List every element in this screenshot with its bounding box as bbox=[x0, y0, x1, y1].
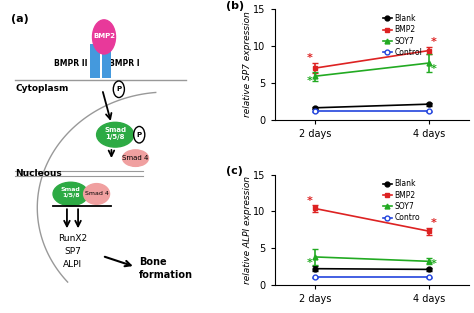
Ellipse shape bbox=[53, 182, 88, 206]
Text: (c): (c) bbox=[226, 166, 243, 176]
Text: *: * bbox=[307, 53, 313, 63]
Text: *: * bbox=[431, 37, 437, 47]
Text: Smad
1/5/8: Smad 1/5/8 bbox=[104, 127, 126, 140]
Text: BMPR I: BMPR I bbox=[109, 59, 140, 68]
Circle shape bbox=[113, 81, 124, 98]
Ellipse shape bbox=[83, 184, 109, 204]
Text: Bone
formation: Bone formation bbox=[139, 257, 193, 280]
Text: Smad 4: Smad 4 bbox=[85, 192, 109, 197]
Ellipse shape bbox=[123, 150, 148, 167]
Circle shape bbox=[92, 20, 116, 54]
Text: Smad
1/5/8: Smad 1/5/8 bbox=[61, 187, 81, 198]
Text: (a): (a) bbox=[11, 13, 29, 23]
Text: Smad 4: Smad 4 bbox=[122, 155, 149, 161]
FancyBboxPatch shape bbox=[101, 44, 111, 78]
Text: Cytoplasm: Cytoplasm bbox=[15, 84, 68, 93]
Text: P: P bbox=[116, 86, 121, 92]
Y-axis label: relative SP7 expression: relative SP7 expression bbox=[243, 12, 252, 117]
Text: *: * bbox=[431, 218, 437, 228]
Text: BMP2: BMP2 bbox=[93, 33, 115, 38]
Text: *: * bbox=[431, 259, 437, 269]
Text: P: P bbox=[137, 132, 142, 138]
FancyBboxPatch shape bbox=[90, 44, 100, 78]
Text: (b): (b) bbox=[226, 1, 244, 11]
Text: BMPR II: BMPR II bbox=[54, 59, 87, 68]
Text: RunX2
SP7
ALPI: RunX2 SP7 ALPI bbox=[58, 234, 87, 269]
Text: *: * bbox=[307, 196, 313, 206]
Text: Nucleous: Nucleous bbox=[15, 169, 62, 178]
Ellipse shape bbox=[97, 122, 134, 147]
Circle shape bbox=[134, 126, 145, 143]
Y-axis label: relative ALPI expression: relative ALPI expression bbox=[243, 176, 252, 284]
Legend: Blank, BMP2, SOY7, Contro: Blank, BMP2, SOY7, Contro bbox=[380, 176, 423, 225]
Text: *: * bbox=[431, 64, 437, 74]
Text: *: * bbox=[307, 76, 313, 86]
Text: *: * bbox=[307, 258, 313, 268]
Legend: Blank, BMP2, SOY7, Control: Blank, BMP2, SOY7, Control bbox=[380, 11, 425, 60]
